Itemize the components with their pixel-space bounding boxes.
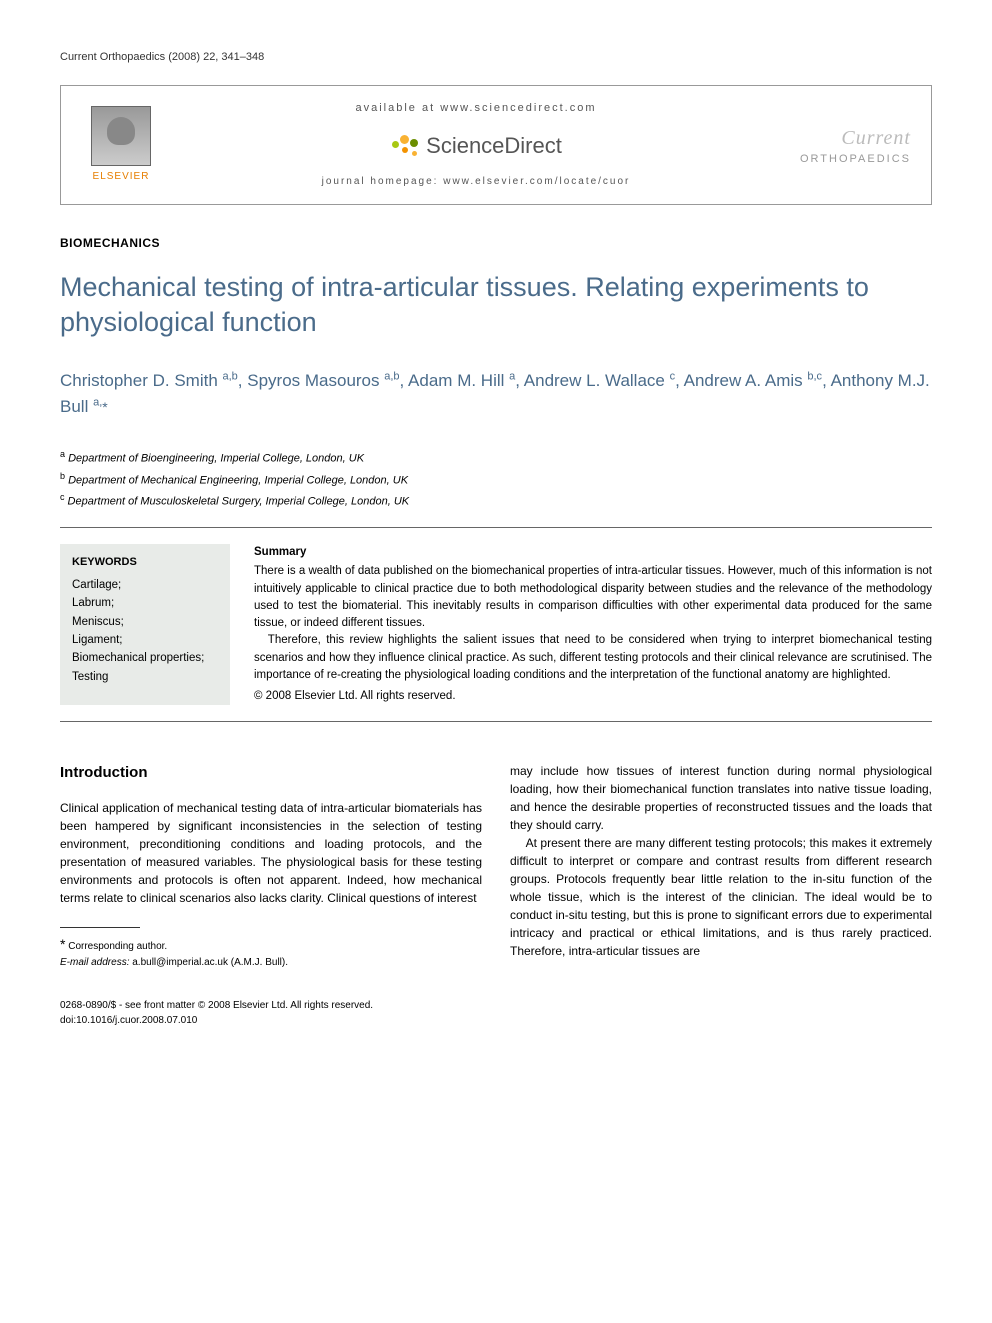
elsevier-label: ELSEVIER xyxy=(93,170,150,184)
summary-p1: There is a wealth of data published on t… xyxy=(254,563,932,632)
affiliation-line: a Department of Bioengineering, Imperial… xyxy=(60,447,932,468)
left-column: Introduction Clinical application of mec… xyxy=(60,762,482,970)
sciencedirect-logo: ScienceDirect xyxy=(161,131,791,162)
footnote: * Corresponding author. E-mail address: … xyxy=(60,934,482,970)
summary-p2: Therefore, this review highlights the sa… xyxy=(254,632,932,684)
intro-right-p1: may include how tissues of interest func… xyxy=(510,762,932,834)
elsevier-tree-icon xyxy=(91,106,151,166)
intro-right-p2: At present there are many different test… xyxy=(510,834,932,960)
keyword-item: Labrum; xyxy=(72,594,218,612)
elsevier-logo: ELSEVIER xyxy=(81,100,161,190)
corresponding-star-icon: * xyxy=(60,936,65,952)
keywords-title: KEYWORDS xyxy=(72,554,218,572)
email-person: (A.M.J. Bull). xyxy=(231,957,288,968)
divider-top xyxy=(60,527,932,528)
keywords-list: Cartilage;Labrum;Meniscus;Ligament;Biome… xyxy=(72,576,218,686)
summary-box: Summary There is a wealth of data publis… xyxy=(254,544,932,705)
keyword-item: Testing xyxy=(72,668,218,686)
authors-list: Christopher D. Smith a,b, Spyros Masouro… xyxy=(60,368,932,419)
journal-name-top: Current xyxy=(791,124,911,152)
summary-title: Summary xyxy=(254,544,932,561)
journal-name-bottom: ORTHOPAEDICS xyxy=(791,152,911,167)
right-column: may include how tissues of interest func… xyxy=(510,762,932,970)
sciencedirect-dots-icon xyxy=(390,133,420,159)
email-label: E-mail address: xyxy=(60,957,129,968)
email-address[interactable]: a.bull@imperial.ac.uk xyxy=(132,957,228,968)
intro-left-p1: Clinical application of mechanical testi… xyxy=(60,799,482,907)
journal-logo: Current ORTHOPAEDICS xyxy=(791,124,911,167)
keyword-item: Cartilage; xyxy=(72,576,218,594)
journal-header-box: ELSEVIER available at www.sciencedirect.… xyxy=(60,85,932,205)
journal-homepage-text: journal homepage: www.elsevier.com/locat… xyxy=(161,175,791,189)
header-center: available at www.sciencedirect.com Scien… xyxy=(161,101,791,189)
section-label: BIOMECHANICS xyxy=(60,235,932,252)
affiliations: a Department of Bioengineering, Imperial… xyxy=(60,447,932,511)
footer-line1: 0268-0890/$ - see front matter © 2008 El… xyxy=(60,998,932,1013)
article-title: Mechanical testing of intra-articular ti… xyxy=(60,270,932,340)
affiliation-line: b Department of Mechanical Engineering, … xyxy=(60,469,932,490)
keyword-item: Ligament; xyxy=(72,631,218,649)
footer-line2: doi:10.1016/j.cuor.2008.07.010 xyxy=(60,1013,932,1028)
running-header: Current Orthopaedics (2008) 22, 341–348 xyxy=(60,50,932,65)
sciencedirect-text: ScienceDirect xyxy=(426,131,562,162)
abstract-section: KEYWORDS Cartilage;Labrum;Meniscus;Ligam… xyxy=(60,544,932,705)
body-columns: Introduction Clinical application of mec… xyxy=(60,762,932,970)
footnote-divider xyxy=(60,927,140,928)
corresponding-author-label: Corresponding author. xyxy=(68,941,167,952)
page-footer: 0268-0890/$ - see front matter © 2008 El… xyxy=(60,998,932,1028)
divider-bottom xyxy=(60,721,932,722)
summary-copyright: © 2008 Elsevier Ltd. All rights reserved… xyxy=(254,688,932,705)
keyword-item: Meniscus; xyxy=(72,613,218,631)
available-at-text: available at www.sciencedirect.com xyxy=(161,101,791,116)
keywords-box: KEYWORDS Cartilage;Labrum;Meniscus;Ligam… xyxy=(60,544,230,705)
introduction-heading: Introduction xyxy=(60,762,482,785)
affiliation-line: c Department of Musculoskeletal Surgery,… xyxy=(60,490,932,511)
keyword-item: Biomechanical properties; xyxy=(72,649,218,667)
